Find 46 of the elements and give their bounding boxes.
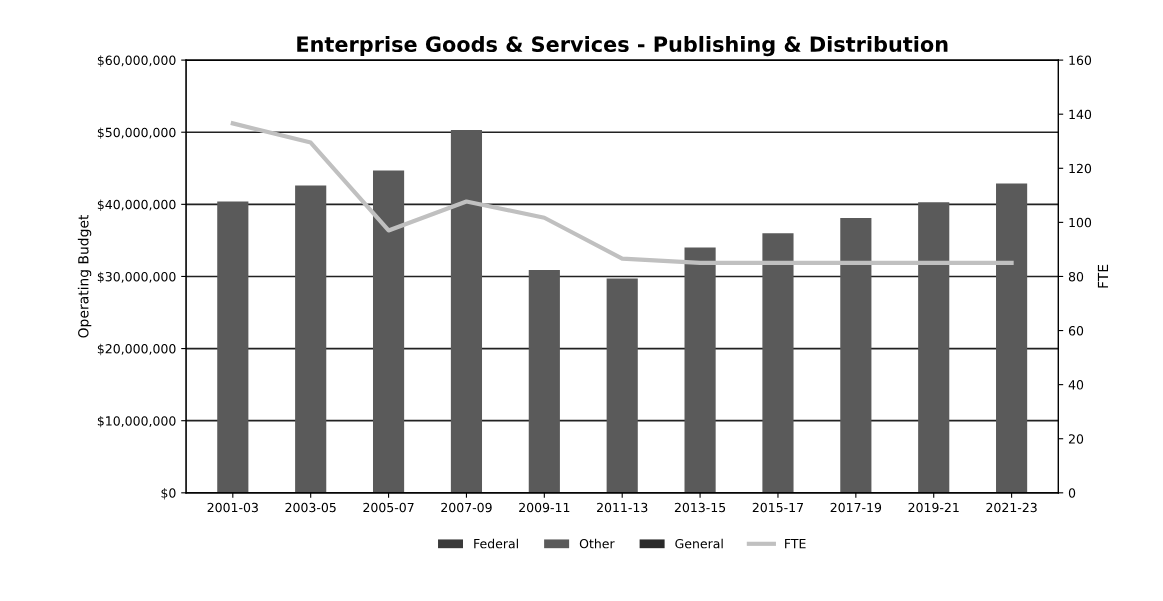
- y-tick-label: $50,000,000: [97, 127, 176, 139]
- line-series: [230, 121, 1014, 266]
- legend-label: FTE: [785, 539, 806, 549]
- x-tick-label: 2007-09: [441, 502, 492, 513]
- x-tick-label: 2015-17: [752, 502, 804, 513]
- y-tick-label: $30,000,000: [97, 271, 176, 284]
- y-tick-label: $60,000,000: [97, 55, 176, 67]
- bar: [217, 201, 249, 493]
- chart-title: Enterprise Goods & Services - Publishing & Distribution: [297, 35, 948, 57]
- legend-label: Other: [579, 538, 615, 549]
- x-tick-label: 2011-13: [597, 502, 648, 513]
- bar: [762, 233, 794, 493]
- y-tick-label: $40,000,000: [97, 199, 176, 211]
- legend-label: General: [675, 538, 723, 549]
- bar: [450, 130, 483, 493]
- x-tick-label: 2003-05: [285, 502, 336, 513]
- bar: [996, 183, 1028, 493]
- x-tick-label: 2005-07: [363, 502, 414, 513]
- y2-axis-title: FTE: [1097, 264, 1109, 288]
- x-tick-label: 2021-23: [986, 502, 1037, 513]
- x-tick-label: 2019-21: [908, 502, 959, 513]
- y2-tick-label: 160: [1069, 55, 1092, 66]
- bar: [606, 278, 638, 493]
- y-axis-title: Operating Budget: [77, 214, 92, 338]
- bar: [372, 170, 405, 493]
- y2-tick-label: 100: [1069, 217, 1092, 228]
- x-tick-label: 2001-03: [207, 502, 258, 513]
- y2-tick-label: 140: [1069, 109, 1092, 120]
- bar: [918, 202, 950, 493]
- y-tick-label: $0: [161, 488, 176, 500]
- y-tick-label: $20,000,000: [97, 343, 176, 356]
- y2-tick-label: 40: [1068, 380, 1084, 390]
- y2-tick-label: 20: [1068, 434, 1084, 444]
- y-tick-label: $10,000,000: [97, 415, 176, 428]
- bar: [840, 218, 872, 493]
- bar: [295, 185, 327, 493]
- x-tick-label: 2017-19: [830, 502, 882, 513]
- y2-tick-label: 80: [1068, 271, 1084, 282]
- x-tick-label: 2009-11: [519, 502, 570, 513]
- y2-tick-label: 120: [1069, 163, 1092, 174]
- y2-tick-label: 0: [1068, 488, 1076, 498]
- bar: [528, 269, 560, 493]
- x-tick-label: 2013-15: [674, 502, 726, 513]
- legend-label: Federal: [474, 538, 518, 549]
- y2-tick-label: 60: [1068, 326, 1084, 336]
- bar: [684, 247, 716, 493]
